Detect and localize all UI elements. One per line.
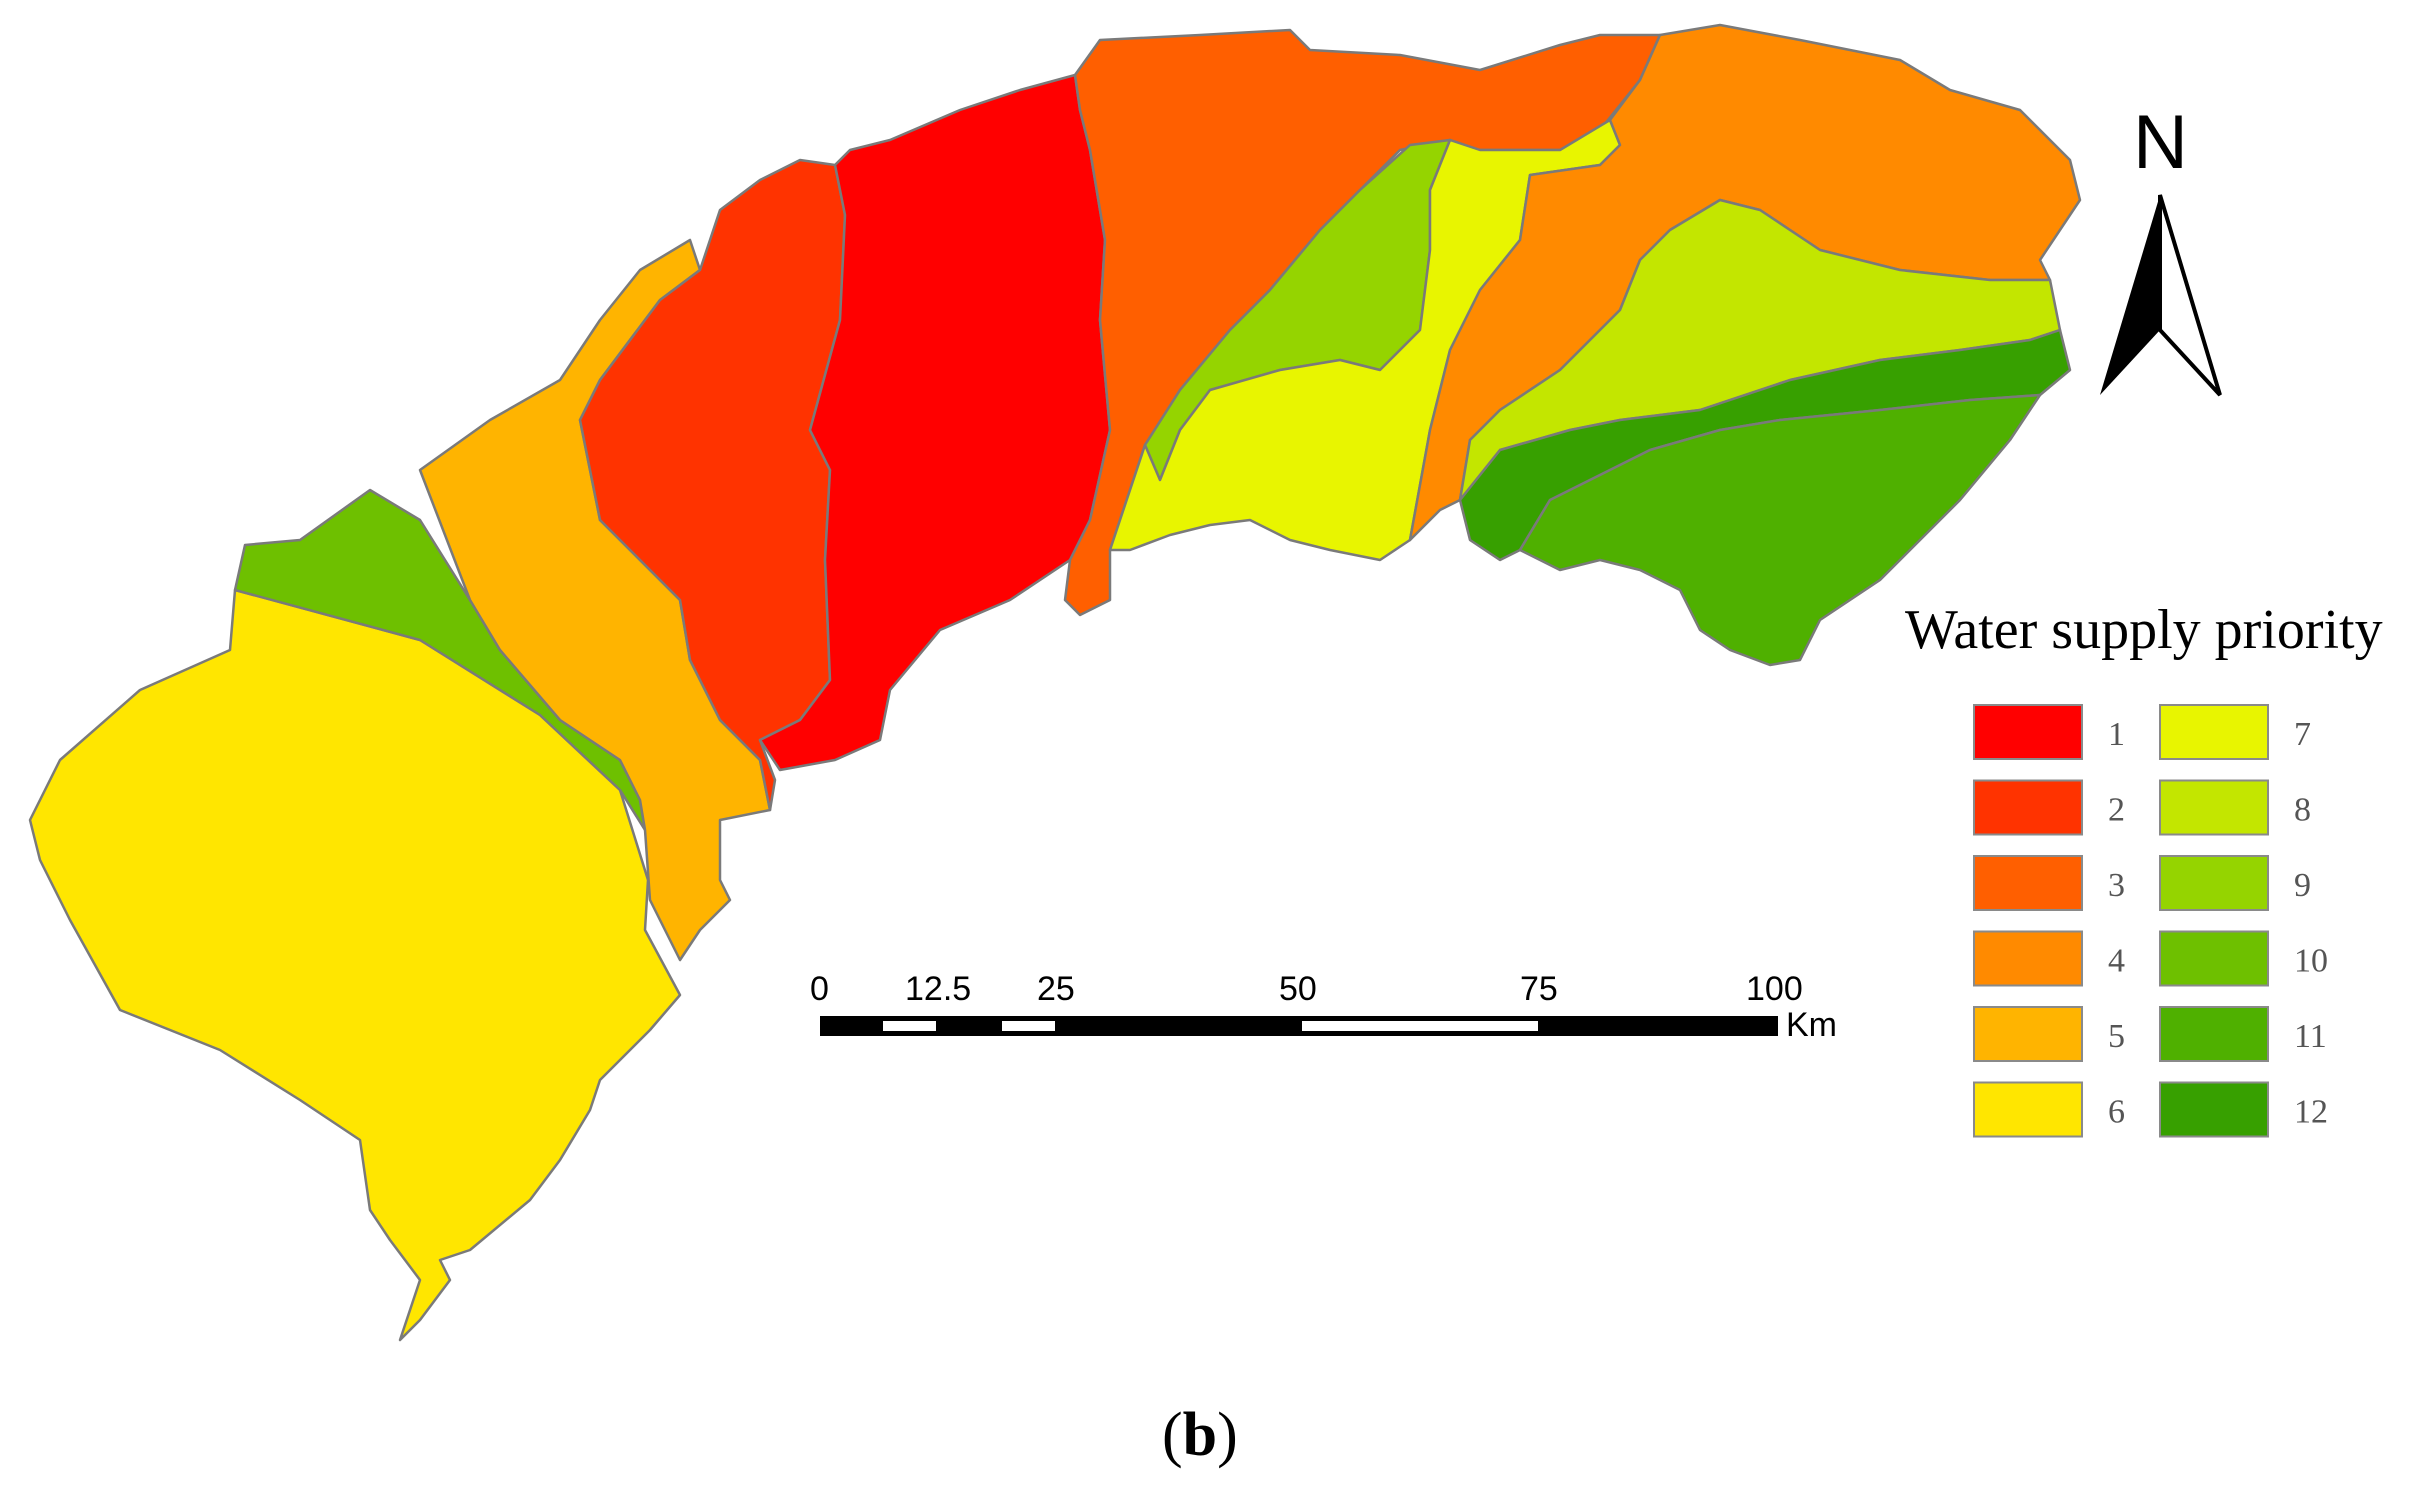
north-arrow: N: [2100, 100, 2222, 397]
legend-label-7: 7: [2294, 716, 2311, 753]
scale-tick-75: 75: [1520, 970, 1558, 1008]
legend-swatch-12: [2159, 1081, 2269, 1138]
scale-unit: Km: [1786, 1006, 1837, 1044]
legend-swatch-2: [1973, 779, 2083, 836]
legend-label-5: 5: [2108, 1018, 2125, 1055]
legend-title: Water supply priority: [1905, 599, 2383, 661]
legend-label-3: 3: [2108, 867, 2125, 904]
map-regions: [28, 23, 2082, 1342]
caption-close-paren: ): [1217, 1401, 1238, 1469]
legend-label-9: 9: [2294, 867, 2311, 904]
legend-swatch-1: [1973, 704, 2083, 760]
legend-label-4: 4: [2108, 943, 2125, 980]
legend-swatch-11: [2159, 1006, 2269, 1062]
scale-tick-100: 100: [1746, 970, 1803, 1008]
legend-swatch-10: [2159, 930, 2269, 987]
legend-swatch-6: [1973, 1081, 2083, 1138]
scale-bar-outline: [820, 1016, 1778, 1036]
scale-tick-50: 50: [1279, 970, 1317, 1008]
legend-label-6: 6: [2108, 1094, 2125, 1131]
north-arrow-icon: [2100, 194, 2222, 397]
legend-label-1: 1: [2108, 716, 2125, 753]
legend-swatch-8: [2159, 779, 2269, 836]
caption-letter: b: [1183, 1401, 1217, 1469]
north-letter: N: [2133, 100, 2188, 185]
scale-bar-segment-white-2: [1002, 1021, 1055, 1031]
scale-bar-segment-white-3: [1302, 1021, 1538, 1031]
scale-bar: 0 12.5 25 50 75 100 Km: [810, 970, 1837, 1044]
legend-swatch-5: [1973, 1006, 2083, 1062]
region-priority-6: [28, 588, 682, 1342]
region-priority-1: [758, 73, 1112, 772]
legend-label-2: 2: [2108, 792, 2125, 829]
scale-bar-segment-white-1: [883, 1021, 936, 1031]
scale-tick-0: 0: [810, 970, 829, 1008]
legend-label-8: 8: [2294, 792, 2311, 829]
caption-open-paren: (: [1162, 1401, 1183, 1469]
legend-swatch-4: [1973, 930, 2083, 987]
legend-label-12: 12: [2294, 1094, 2328, 1131]
region-priority-11: [1518, 393, 2042, 667]
legend-label-11: 11: [2294, 1018, 2327, 1055]
legend-swatch-3: [1973, 855, 2083, 911]
legend-swatch-9: [2159, 855, 2269, 911]
scale-tick-12-5: 12.5: [905, 970, 971, 1008]
legend-swatch-7: [2159, 704, 2269, 760]
scale-tick-25: 25: [1037, 970, 1075, 1008]
legend-label-10: 10: [2294, 943, 2328, 980]
figure-caption: (b): [1162, 1401, 1238, 1469]
